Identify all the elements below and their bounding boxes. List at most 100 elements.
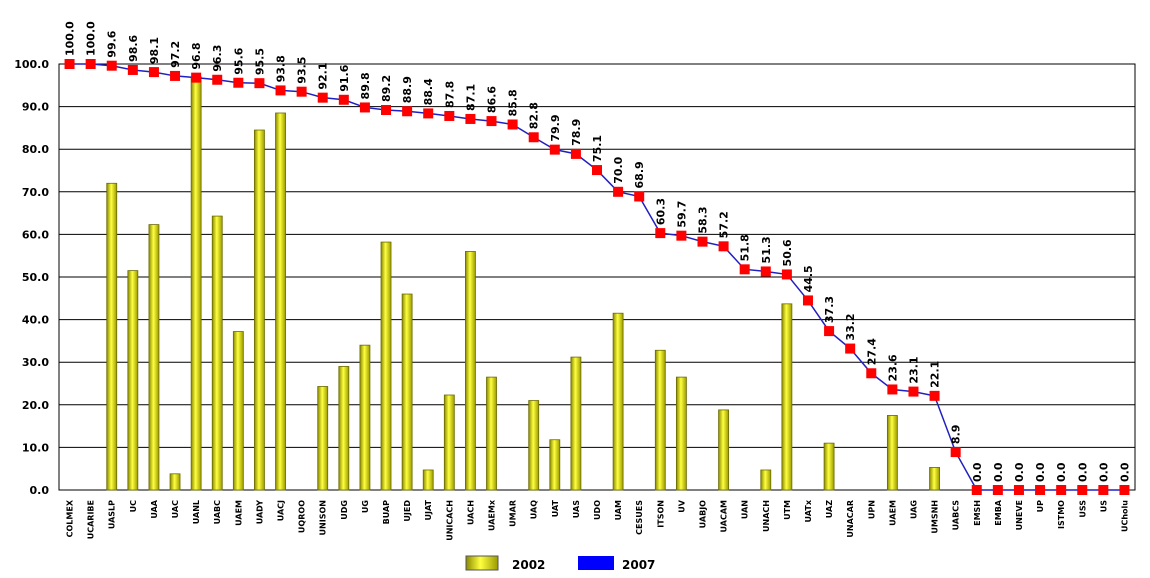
legend-label-2002: 2002 xyxy=(512,558,545,572)
data-label: 87.8 xyxy=(443,81,456,108)
data-label: 89.2 xyxy=(380,75,393,102)
data-label: 37.3 xyxy=(823,296,836,323)
x-tick-label: UMSNH xyxy=(931,500,940,534)
data-label: 75.1 xyxy=(591,135,604,162)
data-label: 59.7 xyxy=(675,201,688,228)
bar-UACH xyxy=(465,251,476,491)
y-tick-label: 30.0 xyxy=(22,356,49,369)
marker-UPN xyxy=(866,368,877,379)
marker-UAEMx xyxy=(486,116,497,127)
x-tick-label: UDG xyxy=(340,500,349,520)
bar-UAQ xyxy=(528,400,540,491)
x-tick-label: UPN xyxy=(867,500,876,519)
bar-UADY xyxy=(254,129,265,491)
data-label: 8.9 xyxy=(950,425,963,445)
data-label: 92.1 xyxy=(317,63,330,90)
marker-UACH xyxy=(465,113,476,124)
x-tick-label: UASLP xyxy=(108,500,117,529)
data-label: 91.6 xyxy=(338,64,351,91)
x-tick-label: UAC xyxy=(171,500,180,518)
data-label: 95.6 xyxy=(232,47,245,74)
data-label: 86.6 xyxy=(486,86,499,113)
marker-USS xyxy=(1077,485,1088,495)
x-tick-label: UCARIBE xyxy=(87,500,96,539)
marker-UCARIBE xyxy=(85,59,96,69)
marker-UAN xyxy=(739,264,750,275)
x-tick-label: UMAR xyxy=(509,500,518,527)
x-tick-label: UAG xyxy=(909,500,918,519)
data-label: 99.6 xyxy=(106,30,119,57)
x-tick-label: UNACH xyxy=(762,500,771,532)
x-tick-label: UAN xyxy=(741,500,750,519)
marker-UAA xyxy=(148,67,159,78)
bar-UAZ xyxy=(823,442,835,491)
marker-UAT xyxy=(549,144,560,155)
data-label: 0.0 xyxy=(1076,462,1089,482)
bar-ITSON xyxy=(654,349,666,491)
marker-UAZ xyxy=(824,326,835,337)
data-label: 68.9 xyxy=(633,161,646,188)
marker-UATx xyxy=(802,295,813,306)
y-tick-label: 20.0 xyxy=(22,399,49,412)
x-tick-label: UAEMx xyxy=(488,499,497,531)
x-tick-label: UAA xyxy=(150,499,159,518)
bar-UC xyxy=(127,270,139,491)
x-tick-label: UACJ xyxy=(277,500,286,521)
marker-UAQ xyxy=(528,132,539,143)
x-tick-label: ISTMO xyxy=(1057,500,1066,529)
data-label: 27.4 xyxy=(865,338,878,365)
data-label: 60.3 xyxy=(654,198,667,225)
marker-CESUES xyxy=(634,191,645,202)
line-2007: 100.0 100.0 99.6 98.6 98.1 97.2 96.8 96.3 95.6 95… xyxy=(64,21,1131,495)
marker-UDO xyxy=(592,165,602,176)
x-tick-label: UAEM xyxy=(888,500,897,526)
x-tick-label: COLMEX xyxy=(66,499,75,537)
marker-EMBA xyxy=(992,485,1003,495)
data-label: 0.0 xyxy=(1013,462,1026,482)
marker-UACJ xyxy=(275,85,286,96)
marker-UNACH xyxy=(760,266,771,277)
plot-area xyxy=(58,63,1136,491)
marker-UP xyxy=(1035,485,1046,495)
x-tick-label: UQROO xyxy=(298,500,307,533)
x-tick-label: UABCS xyxy=(952,500,961,531)
marker-UAM xyxy=(613,186,624,197)
x-tick-label: US xyxy=(1099,500,1108,512)
bars-2002 xyxy=(106,76,940,491)
data-label: 57.2 xyxy=(718,211,731,238)
data-label: 96.3 xyxy=(211,45,224,72)
x-tick-label: UJED xyxy=(403,500,412,522)
data-label: 93.5 xyxy=(296,57,309,84)
data-label: 85.8 xyxy=(507,89,520,116)
data-label: 51.8 xyxy=(739,234,752,261)
bar-UAC xyxy=(169,473,181,491)
y-axis: 0.0 10.0 20.0 30.0 40.0 50.0 60.0 70.0 80.0 90.0 1… xyxy=(14,58,49,497)
x-tick-label: UATx xyxy=(804,499,813,522)
x-tick-label: UADY xyxy=(255,500,264,525)
x-axis: COLMEX UCARIBE UASLP UC UAA UAC UANL UABC UAEM UA… xyxy=(66,499,1130,541)
marker-EMSH xyxy=(971,485,982,495)
x-tick-label: UP xyxy=(1036,500,1045,512)
bar-UAEM xyxy=(886,415,898,491)
x-tick-label: UDO xyxy=(593,500,602,520)
data-label: 95.5 xyxy=(253,48,266,75)
bar-UACJ xyxy=(275,112,286,491)
data-label: 51.3 xyxy=(760,236,773,263)
x-tick-label: UNICACH xyxy=(445,500,454,541)
legend: 2002 2007 xyxy=(465,555,655,572)
marker-UAEM xyxy=(233,77,244,88)
marker-BUAP xyxy=(381,105,392,116)
x-tick-label: BUAP xyxy=(382,500,391,525)
marker-UMAR xyxy=(507,119,518,130)
bar-UACAM xyxy=(718,409,729,491)
bar-UNICACH xyxy=(443,394,455,491)
x-tick-label: UNEVE xyxy=(1015,500,1024,530)
marker-UJAT xyxy=(423,108,434,119)
data-label: 23.1 xyxy=(907,356,920,383)
marker-COLMEX xyxy=(64,59,75,69)
x-tick-label: UAT xyxy=(551,499,560,517)
data-label: 0.0 xyxy=(1097,462,1110,482)
x-tick-label: UAZ xyxy=(825,500,834,518)
x-tick-label: UAS xyxy=(572,500,581,518)
legend-label-2007: 2007 xyxy=(622,558,655,572)
